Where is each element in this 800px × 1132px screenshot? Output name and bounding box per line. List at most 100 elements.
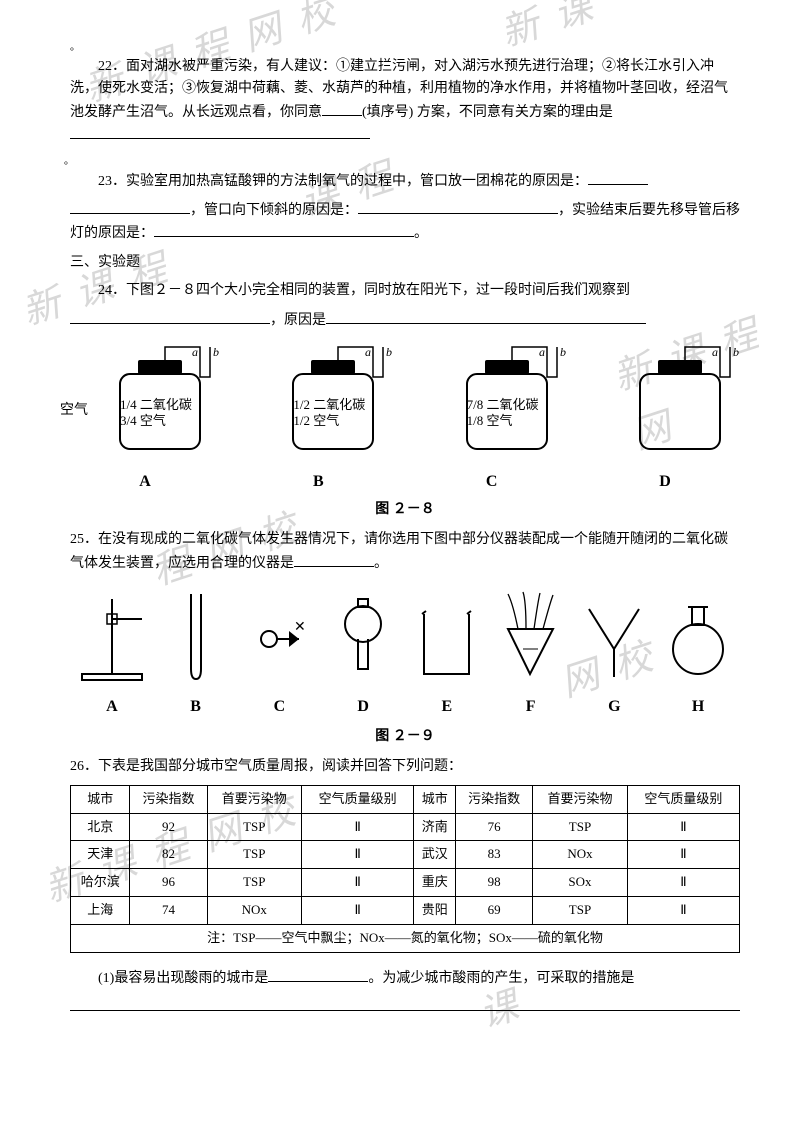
equip-b-letter: B [154,694,238,720]
q22-blank2[interactable] [70,124,370,139]
svg-text:a: a [539,345,545,359]
cell: Ⅱ [302,841,414,869]
cell: NOx [533,841,628,869]
jar-a-l2: 3/4 空气 [120,413,192,429]
q24-blank2[interactable] [326,309,646,324]
cell: TSP [207,813,302,841]
equip-c-letter: C [238,694,322,720]
jar-d-svg: a b [590,342,740,457]
th-pollutant2: 首要污染物 [533,785,628,813]
equip-h: H [656,589,740,720]
cell: SOx [533,869,628,897]
equip-e: E [405,589,489,720]
svg-text:b: b [733,345,739,359]
cell: Ⅱ [302,869,414,897]
table-footnote: 注：TSP——空气中飘尘；NOx——氮的氧化物；SOx——硫的氧化物 [71,924,740,952]
cell: 83 [456,841,533,869]
table-row: 哈尔滨96TSPⅡ重庆98SOxⅡ [71,869,740,897]
q23-blank1[interactable] [588,170,648,185]
q26-number: 26． [70,759,98,774]
cell: Ⅱ [627,813,739,841]
jar-c-l2: 1/8 空气 [467,413,539,429]
th-grade2: 空气质量级别 [627,785,739,813]
cell: Ⅱ [627,897,739,925]
cell: 98 [456,869,533,897]
jar-a: 空气 a b 1/4 二氧化碳 3/4 空气 A [70,342,220,495]
q23-blank3[interactable] [154,222,414,237]
q24-blank1[interactable] [70,309,270,324]
equip-f-letter: F [489,694,573,720]
q26-sub1-blank[interactable] [268,967,368,982]
cell: 贵阳 [414,897,456,925]
q24: 24．下图２－８四个大小完全相同的装置，同时放在阳光下，过一段时间后我们观察到 [70,280,740,302]
table-row: 北京92TSPⅡ济南76TSPⅡ [71,813,740,841]
q23-blank1b[interactable] [70,199,190,214]
q24-t1: 下图２－８四个大小完全相同的装置，同时放在阳光下，过一段时间后我们观察到 [126,283,630,298]
th-pollutant: 首要污染物 [207,785,302,813]
equip-f: F [489,589,573,720]
jar-c-letter: C [417,469,567,495]
jar-b-l1: 1/2 二氧化碳 [293,397,365,413]
cell: TSP [207,841,302,869]
cell: TSP [207,869,302,897]
air-label: 空气 [60,400,88,422]
th-city: 城市 [71,785,130,813]
cell: NOx [207,897,302,925]
cell: TSP [533,897,628,925]
cell: 上海 [71,897,130,925]
table-row: 上海74NOxⅡ贵阳69TSPⅡ [71,897,740,925]
th-index: 污染指数 [130,785,207,813]
fig29-caption: 图 ２－９ [70,726,740,748]
cell: 69 [456,897,533,925]
q22-blank1[interactable] [322,101,362,116]
footnote-cell: 注：TSP——空气中飘尘；NOx——氮的氧化物；SOx——硫的氧化物 [71,924,740,952]
q22: 22．面对湖水被严重污染，有人建议：①建立拦污闸，对入湖污水预先进行治理；②将长… [70,56,740,148]
svg-text:a: a [712,345,718,359]
jar-b: a b 1/2 二氧化碳 1/2 空气 B [243,342,393,495]
equip-d-letter: D [321,694,405,720]
q25-number: 25． [70,532,98,547]
q26-sub1-a: (1)最容易出现酸雨的城市是 [98,971,268,986]
figure-2-9: A B ✕ C D E F G H [70,589,740,720]
fig28-caption: 图 ２－８ [70,499,740,521]
bullet: 。 [64,154,740,170]
svg-text:b: b [213,345,219,359]
jar-b-labels: 1/2 二氧化碳 1/2 空气 [293,397,365,428]
section-3-title: 三、实验题 [70,252,740,274]
jar-d-letter: D [590,469,740,495]
q23-blank2[interactable] [358,199,558,214]
equip-b: B [154,589,238,720]
cell: Ⅱ [302,813,414,841]
th-index2: 污染指数 [456,785,533,813]
cell: 76 [456,813,533,841]
svg-text:b: b [560,345,566,359]
jar-a-letter: A [70,469,220,495]
q23-line2: ，管口向下倾斜的原因是：，实验结束后要先移导管后移灯的原因是：。 [70,199,740,246]
equip-h-letter: H [656,694,740,720]
cell: 重庆 [414,869,456,897]
q26-sub1-blank2line [70,996,740,1019]
jar-a-l1: 1/4 二氧化碳 [120,397,192,413]
equip-a-letter: A [70,694,154,720]
cell: 82 [130,841,207,869]
q22-text2: 方案，不同意有关方案的理由是 [417,105,613,120]
q22-number: 22． [98,59,126,74]
q24-line2: ，原因是 [70,309,740,332]
cell: Ⅱ [627,869,739,897]
q23-number: 23． [98,174,126,189]
th-city2: 城市 [414,785,456,813]
q25-blank[interactable] [294,552,374,567]
jar-a-labels: 1/4 二氧化碳 3/4 空气 [120,397,192,428]
air-quality-table: 城市 污染指数 首要污染物 空气质量级别 城市 污染指数 首要污染物 空气质量级… [70,785,740,953]
q25: 25．在没有现成的二氧化碳气体发生器情况下，请你选用下图中部分仪器装配成一个能随… [70,529,740,575]
table-header-row: 城市 污染指数 首要污染物 空气质量级别 城市 污染指数 首要污染物 空气质量级… [71,785,740,813]
cell: 北京 [71,813,130,841]
jar-c-labels: 7/8 二氧化碳 1/8 空气 [467,397,539,428]
svg-text:✕: ✕ [294,620,306,635]
cell: 武汉 [414,841,456,869]
equip-g: G [573,589,657,720]
q23: 23．实验室用加热高锰酸钾的方法制氧气的过程中，管口放一团棉花的原因是： [70,170,740,193]
equip-g-letter: G [573,694,657,720]
cell: 96 [130,869,207,897]
q26-sub1-blank2[interactable] [70,996,740,1011]
